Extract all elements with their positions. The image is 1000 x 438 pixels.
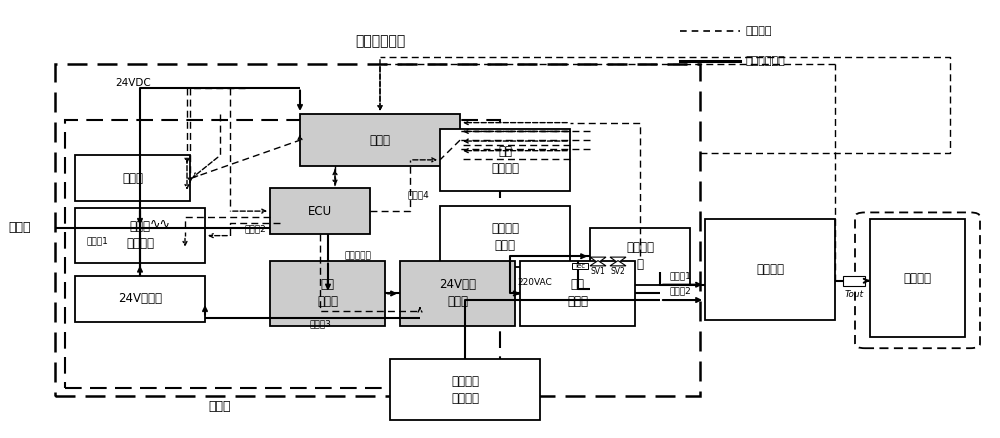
Text: 静音箱: 静音箱 [209, 400, 231, 413]
Text: 24VDC: 24VDC [115, 78, 151, 88]
Text: 触摸屏: 触摸屏 [122, 172, 143, 185]
Bar [75, 208, 205, 263]
Bar [705, 219, 835, 320]
Text: 余热回收
换热器: 余热回收 换热器 [491, 222, 519, 251]
Text: 继电器2: 继电器2 [244, 224, 266, 233]
Text: SV1: SV1 [591, 267, 605, 276]
Text: 24V直流
发电机: 24V直流 发电机 [439, 279, 476, 308]
Bar [75, 276, 205, 322]
Text: SV2: SV2 [611, 267, 625, 276]
Bar [55, 64, 700, 396]
Polygon shape [610, 261, 626, 266]
Bar [270, 261, 385, 326]
Text: ∿∿: ∿∿ [150, 218, 170, 231]
Bar [75, 155, 190, 201]
Text: 工频
发电机: 工频 发电机 [567, 279, 588, 308]
Text: 继电器3: 继电器3 [309, 320, 331, 328]
Text: 市电或柴
油发电机: 市电或柴 油发电机 [451, 375, 479, 405]
Text: 天然气: 天然气 [8, 221, 30, 234]
Bar [870, 219, 965, 337]
Bar [270, 188, 370, 234]
Polygon shape [610, 257, 626, 263]
Bar [300, 114, 460, 166]
Text: 继电器4: 继电器4 [407, 191, 429, 199]
Text: Tout: Tout [844, 290, 864, 299]
Text: 电源转换
器: 电源转换 器 [626, 241, 654, 271]
Text: 220VAC: 220VAC [518, 278, 552, 287]
Text: 皮带轮驱动: 皮带轮驱动 [345, 252, 371, 261]
Text: 热泵单元: 热泵单元 [756, 263, 784, 276]
Text: 控制线路: 控制线路 [745, 26, 772, 35]
Bar [65, 120, 500, 388]
Text: 控制器: 控制器 [370, 134, 390, 147]
Text: 燃气发电机组: 燃气发电机组 [355, 35, 405, 49]
Text: 燃气
发动机: 燃气 发动机 [317, 279, 338, 308]
Bar [440, 129, 570, 191]
Text: 继电器1: 继电器1 [86, 237, 108, 245]
Bar [843, 276, 865, 286]
Text: 电能传输线路: 电能传输线路 [745, 57, 785, 66]
Text: Tec: Tec [574, 263, 586, 269]
Text: 风机
冷却单元: 风机 冷却单元 [491, 145, 519, 175]
Bar [440, 206, 570, 267]
Text: 24V蓄电池: 24V蓄电池 [118, 293, 162, 305]
Text: ECU: ECU [308, 205, 332, 218]
Bar [572, 263, 588, 269]
Bar [520, 261, 635, 326]
Polygon shape [590, 257, 606, 263]
Bar [590, 228, 690, 285]
Polygon shape [590, 261, 606, 266]
Text: 发动机
冷却水泵: 发动机 冷却水泵 [126, 220, 154, 251]
Text: 冷热负荷: 冷热负荷 [904, 272, 932, 285]
Bar [400, 261, 515, 326]
Bar [390, 359, 540, 420]
Text: 断路器2: 断路器2 [669, 287, 691, 296]
Text: 断路器1: 断路器1 [669, 272, 691, 280]
